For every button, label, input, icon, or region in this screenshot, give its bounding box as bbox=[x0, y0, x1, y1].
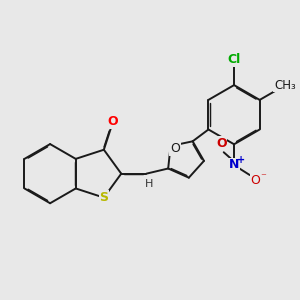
Text: CH₃: CH₃ bbox=[274, 79, 296, 92]
Text: +: + bbox=[236, 154, 244, 165]
Text: H: H bbox=[145, 179, 154, 189]
Text: O: O bbox=[170, 142, 180, 155]
Text: ⁻: ⁻ bbox=[261, 172, 267, 182]
Text: O: O bbox=[251, 174, 261, 187]
Text: Cl: Cl bbox=[227, 53, 241, 67]
Text: S: S bbox=[99, 191, 108, 204]
Text: O: O bbox=[108, 115, 118, 128]
Text: N: N bbox=[229, 158, 239, 172]
Text: O: O bbox=[216, 137, 227, 150]
